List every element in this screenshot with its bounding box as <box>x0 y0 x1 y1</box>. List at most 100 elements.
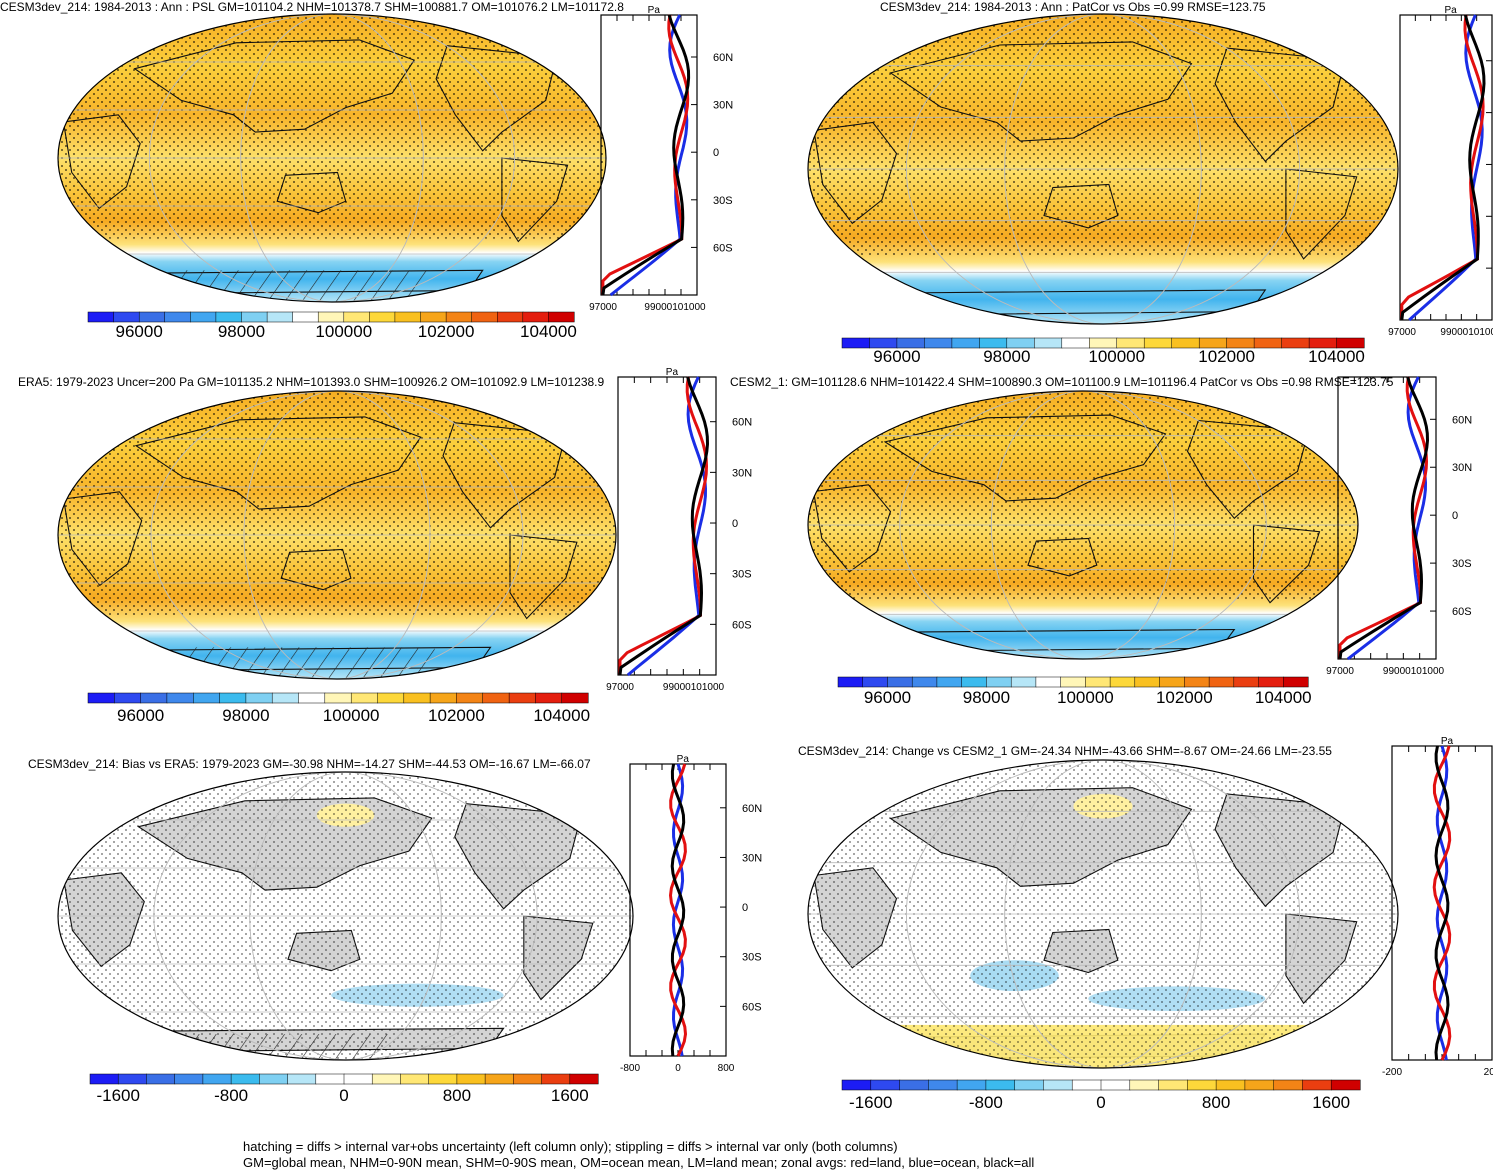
stippling <box>58 14 606 239</box>
colorbar-label: 102000 <box>428 706 485 725</box>
colorbar-label: 0 <box>1096 1093 1105 1112</box>
figure-footer: hatching = diffs > internal var+obs unce… <box>243 1139 1034 1171</box>
colorbar-box <box>369 311 396 323</box>
zonal-curve-ocean <box>1346 376 1428 661</box>
panel-p3: ERA5: 1979-2023 Uncer=200 Pa GM=101135.2… <box>18 367 752 725</box>
colorbar-box <box>1100 1079 1131 1091</box>
colorbar-box <box>1244 1079 1275 1091</box>
colorbar-box <box>484 1073 514 1085</box>
colorbar-box <box>241 311 268 323</box>
colorbar-box <box>928 1079 958 1091</box>
colorbar-box <box>428 1073 458 1085</box>
colorbar-box <box>219 692 247 704</box>
panel-p1: CESM3dev_214: 1984-2013 : Ann : PSL GM=1… <box>0 0 733 341</box>
colorbar-box <box>548 311 575 323</box>
colorbar-box <box>1281 337 1310 349</box>
panel-title: CESM3dev_214: 1984-2013 : Ann : PatCor v… <box>880 0 1266 14</box>
lat-label: 60N <box>713 52 733 64</box>
colorbar-label: 102000 <box>1198 347 1255 366</box>
zonal-x-label: 99000101000 <box>663 682 725 693</box>
colorbar-label: 102000 <box>1156 688 1213 707</box>
colorbar-label: 104000 <box>533 706 590 725</box>
colorbar-label: 98000 <box>222 706 269 725</box>
colorbar-box <box>87 311 115 323</box>
graticule-meridian <box>148 14 516 302</box>
colorbar-box <box>1187 1079 1217 1091</box>
colorbar-box <box>1010 676 1037 688</box>
colorbar-box <box>508 692 536 704</box>
panel-p5: CESM3dev_214: Bias vs ERA5: 1979-2023 GM… <box>28 754 762 1105</box>
graticule-meridian <box>899 391 1267 659</box>
map-border <box>57 771 634 1061</box>
colorbar-box <box>1171 337 1200 349</box>
colorbar-box <box>1208 676 1235 688</box>
stippling <box>808 14 1398 256</box>
lat-label: 30S <box>742 952 762 964</box>
colorbar-box <box>456 1073 486 1085</box>
colorbar-box <box>266 311 294 323</box>
colorbar-box <box>1330 1079 1361 1091</box>
colorbar-box <box>230 1073 260 1085</box>
footer-line-2: GM=global mean, NHM=0-90N mean, SHM=0-90… <box>243 1155 1035 1170</box>
zonal-x-label: 0 <box>675 1063 681 1074</box>
zonal-curve-all <box>1434 745 1450 1061</box>
colorbar-label: -800 <box>969 1093 1003 1112</box>
colorbar-box <box>324 692 352 704</box>
colorbar-box <box>986 676 1012 688</box>
colorbar-box <box>1034 337 1063 349</box>
colorbar-box <box>1302 1079 1332 1091</box>
map-border <box>807 759 1399 1069</box>
zonal-units: Pa <box>677 754 690 765</box>
colorbar-box <box>535 692 563 704</box>
colorbar-box <box>870 1079 901 1091</box>
colorbar-label: 96000 <box>864 688 911 707</box>
zonal-curve-all <box>1400 14 1486 321</box>
colorbar-box <box>1060 676 1086 688</box>
lat-label: 60N <box>1452 414 1472 426</box>
zonal-curve-all <box>1338 376 1430 660</box>
hatching <box>183 647 435 679</box>
colorbar-box <box>350 692 379 704</box>
colorbar-box <box>114 692 142 704</box>
graticule-meridian <box>1004 14 1202 324</box>
colorbar-label: 100000 <box>323 706 380 725</box>
colorbar-box <box>899 1079 929 1091</box>
colorbar-box <box>924 337 953 349</box>
graticule-meridian <box>150 391 524 679</box>
lat-label: 30N <box>713 100 733 112</box>
panel-title: CESM3dev_214: 1984-2013 : Ann : PSL GM=1… <box>0 0 624 14</box>
map-p4 <box>808 391 1358 659</box>
colorbar-box <box>174 1073 204 1085</box>
panel-p2: CESM3dev_214: 1984-2013 : Ann : PatCor v… <box>807 0 1493 366</box>
lat-label: 60S <box>1452 606 1472 618</box>
colorbar-box <box>259 1073 289 1085</box>
colorbar-label: 100000 <box>1088 347 1145 366</box>
colorbar-box <box>193 692 221 704</box>
colorbar-box <box>445 311 473 323</box>
colorbar-label: 1600 <box>551 1086 589 1105</box>
graticule-meridian <box>240 14 424 302</box>
colorbar-box <box>513 1073 543 1085</box>
zonal-x-label: 97000 <box>606 682 634 693</box>
colorbar-label: 800 <box>1202 1093 1230 1112</box>
colorbar-box <box>1109 676 1136 688</box>
colorbar-label: 102000 <box>418 322 475 341</box>
colorbar-box <box>1043 1079 1073 1091</box>
colorbar-box <box>1283 676 1309 688</box>
graticule-meridian <box>153 772 538 1060</box>
colorbar-label: 98000 <box>963 688 1010 707</box>
zonal-units: Pa <box>666 367 679 378</box>
colorbar-box <box>1085 676 1111 688</box>
colorbar-box <box>569 1073 599 1085</box>
lat-label: 60S <box>742 1001 762 1013</box>
colorbar-box <box>887 676 913 688</box>
colorbar-box <box>961 676 987 688</box>
map-p5 <box>58 772 633 1060</box>
colorbar-box <box>113 311 140 323</box>
colorbar-box <box>245 692 273 704</box>
map-border <box>807 13 1399 325</box>
colorbar-box <box>89 1073 119 1085</box>
colorbar-box <box>1159 676 1185 688</box>
zonal-x-label: 97000 <box>1326 666 1354 677</box>
